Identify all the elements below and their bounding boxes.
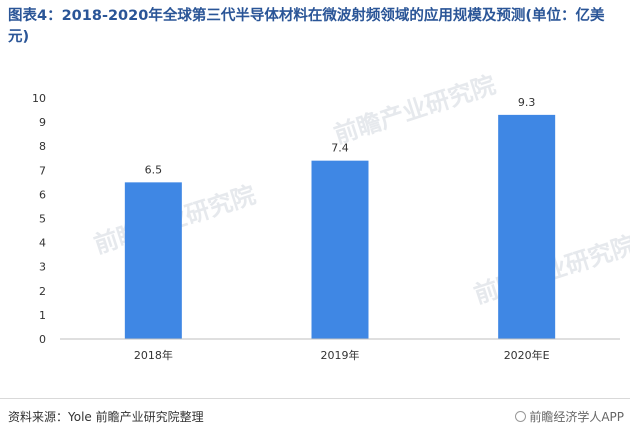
bar-2018年: [124, 182, 182, 339]
bars: [124, 114, 556, 340]
x-tick-label: 2019年: [321, 348, 360, 362]
bar-2019年: [311, 160, 369, 339]
data-labels: 6.5 7.4 9.3: [145, 96, 536, 176]
y-tick-label: 5: [39, 213, 46, 226]
x-axis: 2018年 2019年 2020年E: [134, 348, 550, 362]
data-label: 7.4: [331, 142, 349, 155]
brand-mark: 前瞻经济学人APP: [515, 408, 624, 425]
y-tick-label: 7: [39, 164, 46, 177]
y-tick-label: 8: [39, 140, 46, 153]
y-axis: 0 1 2 3 4 5 6 7 8 9 10: [32, 92, 46, 346]
y-tick-label: 2: [39, 285, 46, 298]
chart-title: 图表4：2018-2020年全球第三代半导体材料在微波射频领域的应用规模及预测(…: [8, 8, 605, 45]
bar-2020年E: [498, 114, 556, 340]
data-label: 6.5: [145, 163, 163, 176]
y-tick-label: 0: [39, 333, 46, 346]
y-tick-label: 3: [39, 261, 46, 274]
bar-chart: 0 1 2 3 4 5 6 7 8 9 10 6.5 7.4 9.3 2018年 2019年 2020年E: [32, 92, 620, 362]
footer-divider: [0, 398, 630, 399]
x-tick-label: 2020年E: [504, 348, 550, 362]
y-tick-label: 9: [39, 116, 46, 129]
y-tick-label: 4: [39, 237, 46, 250]
y-tick-label: 6: [39, 188, 46, 201]
source-note: 资料来源：Yole 前瞻产业研究院整理: [8, 410, 204, 424]
y-tick-label: 1: [39, 309, 46, 322]
brand-text: 前瞻经济学人APP: [529, 410, 624, 424]
data-label: 9.3: [518, 96, 536, 109]
y-tick-label: 10: [32, 92, 46, 105]
x-tick-label: 2018年: [134, 348, 173, 362]
brand-icon: [515, 411, 527, 422]
